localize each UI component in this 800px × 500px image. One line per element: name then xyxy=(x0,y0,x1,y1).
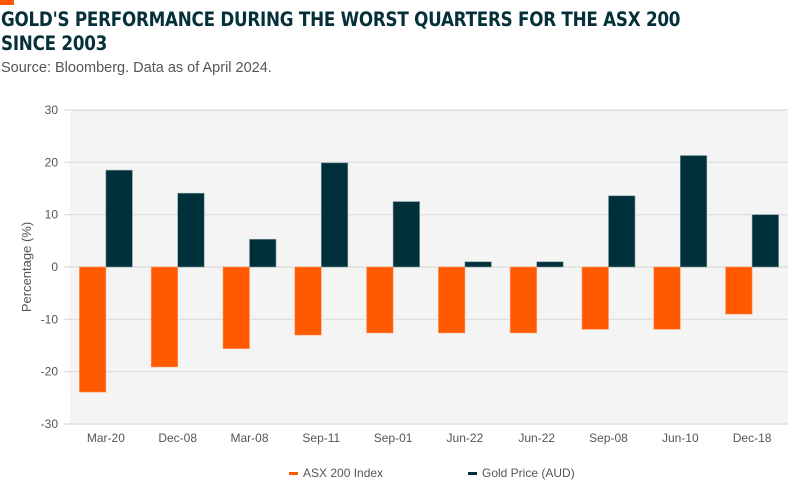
legend-item-gold: Gold Price (AUD) xyxy=(468,466,575,480)
y-tick-labels: 30 20 10 0 -10 -20 -30 xyxy=(41,103,59,431)
accent-bar xyxy=(0,0,14,5)
bar-gold-price xyxy=(679,155,708,268)
bar-asx-200 xyxy=(725,266,753,315)
title-line-1: GOLD'S PERFORMANCE DURING THE WORST QUAR… xyxy=(1,8,681,31)
x-tick-label: Mar-08 xyxy=(230,431,268,445)
legend-swatch-gold xyxy=(468,471,477,475)
title-line-2: SINCE 2003 xyxy=(1,32,108,55)
bar-gold-price xyxy=(177,192,205,268)
x-tick-label: Sep-11 xyxy=(302,431,340,445)
x-tick-label: Sep-01 xyxy=(374,431,413,445)
bar-asx-200 xyxy=(150,266,178,368)
legend-label-gold: Gold Price (AUD) xyxy=(482,466,575,480)
bar-gold-price xyxy=(751,214,779,268)
x-tick-label: Sep-08 xyxy=(589,431,628,445)
x-tick-label: Dec-18 xyxy=(733,431,772,445)
y-tick-label: -30 xyxy=(41,417,59,431)
bar-asx-200 xyxy=(366,266,394,334)
x-tick-label: Jun-22 xyxy=(447,431,484,445)
bar-gold-price xyxy=(249,238,277,268)
bar-gold-price xyxy=(320,162,349,268)
bar-asx-200 xyxy=(509,266,538,334)
bar-gold-price xyxy=(464,261,492,268)
x-tick-labels: Mar-20 Dec-08 Mar-08 Sep-11 Sep-01 Jun-22 Jun-… xyxy=(87,431,772,445)
bar-gold-price xyxy=(392,201,420,268)
legend-label-asx: ASX 200 Index xyxy=(303,466,384,480)
x-tick-label: Dec-08 xyxy=(158,431,197,445)
x-tick-label: Jun-10 xyxy=(662,431,699,445)
y-tick-label: 10 xyxy=(45,208,59,222)
bar-asx-200 xyxy=(79,266,107,393)
bar-asx-200 xyxy=(222,266,250,349)
y-tick-label: -20 xyxy=(41,365,59,379)
y-tick-label: 30 xyxy=(45,103,59,117)
bar-asx-200 xyxy=(581,266,609,330)
y-tick-label: -10 xyxy=(41,312,59,326)
legend-item-asx: ASX 200 Index xyxy=(289,466,383,480)
bar-asx-200 xyxy=(438,266,466,334)
chart-title: GOLD'S PERFORMANCE DURING THE WORST QUAR… xyxy=(1,8,792,56)
bar-asx-200 xyxy=(653,266,681,330)
bar-gold-price xyxy=(105,169,133,268)
legend: ASX 200 Index Gold Price (AUD) xyxy=(0,466,800,482)
bar-gold-price xyxy=(536,261,564,268)
y-tick-label: 0 xyxy=(51,260,58,274)
legend-swatch-asx xyxy=(289,471,298,475)
y-axis-label: Percentage (%) xyxy=(19,222,34,312)
bar-asx-200 xyxy=(294,266,322,336)
bar-gold-price xyxy=(608,195,636,268)
bars xyxy=(79,155,779,393)
y-tick-label: 20 xyxy=(45,155,59,169)
chart-subtitle: Source: Bloomberg. Data as of April 2024… xyxy=(1,60,272,76)
x-tick-label: Jun-22 xyxy=(518,431,555,445)
x-tick-label: Mar-20 xyxy=(87,431,125,445)
